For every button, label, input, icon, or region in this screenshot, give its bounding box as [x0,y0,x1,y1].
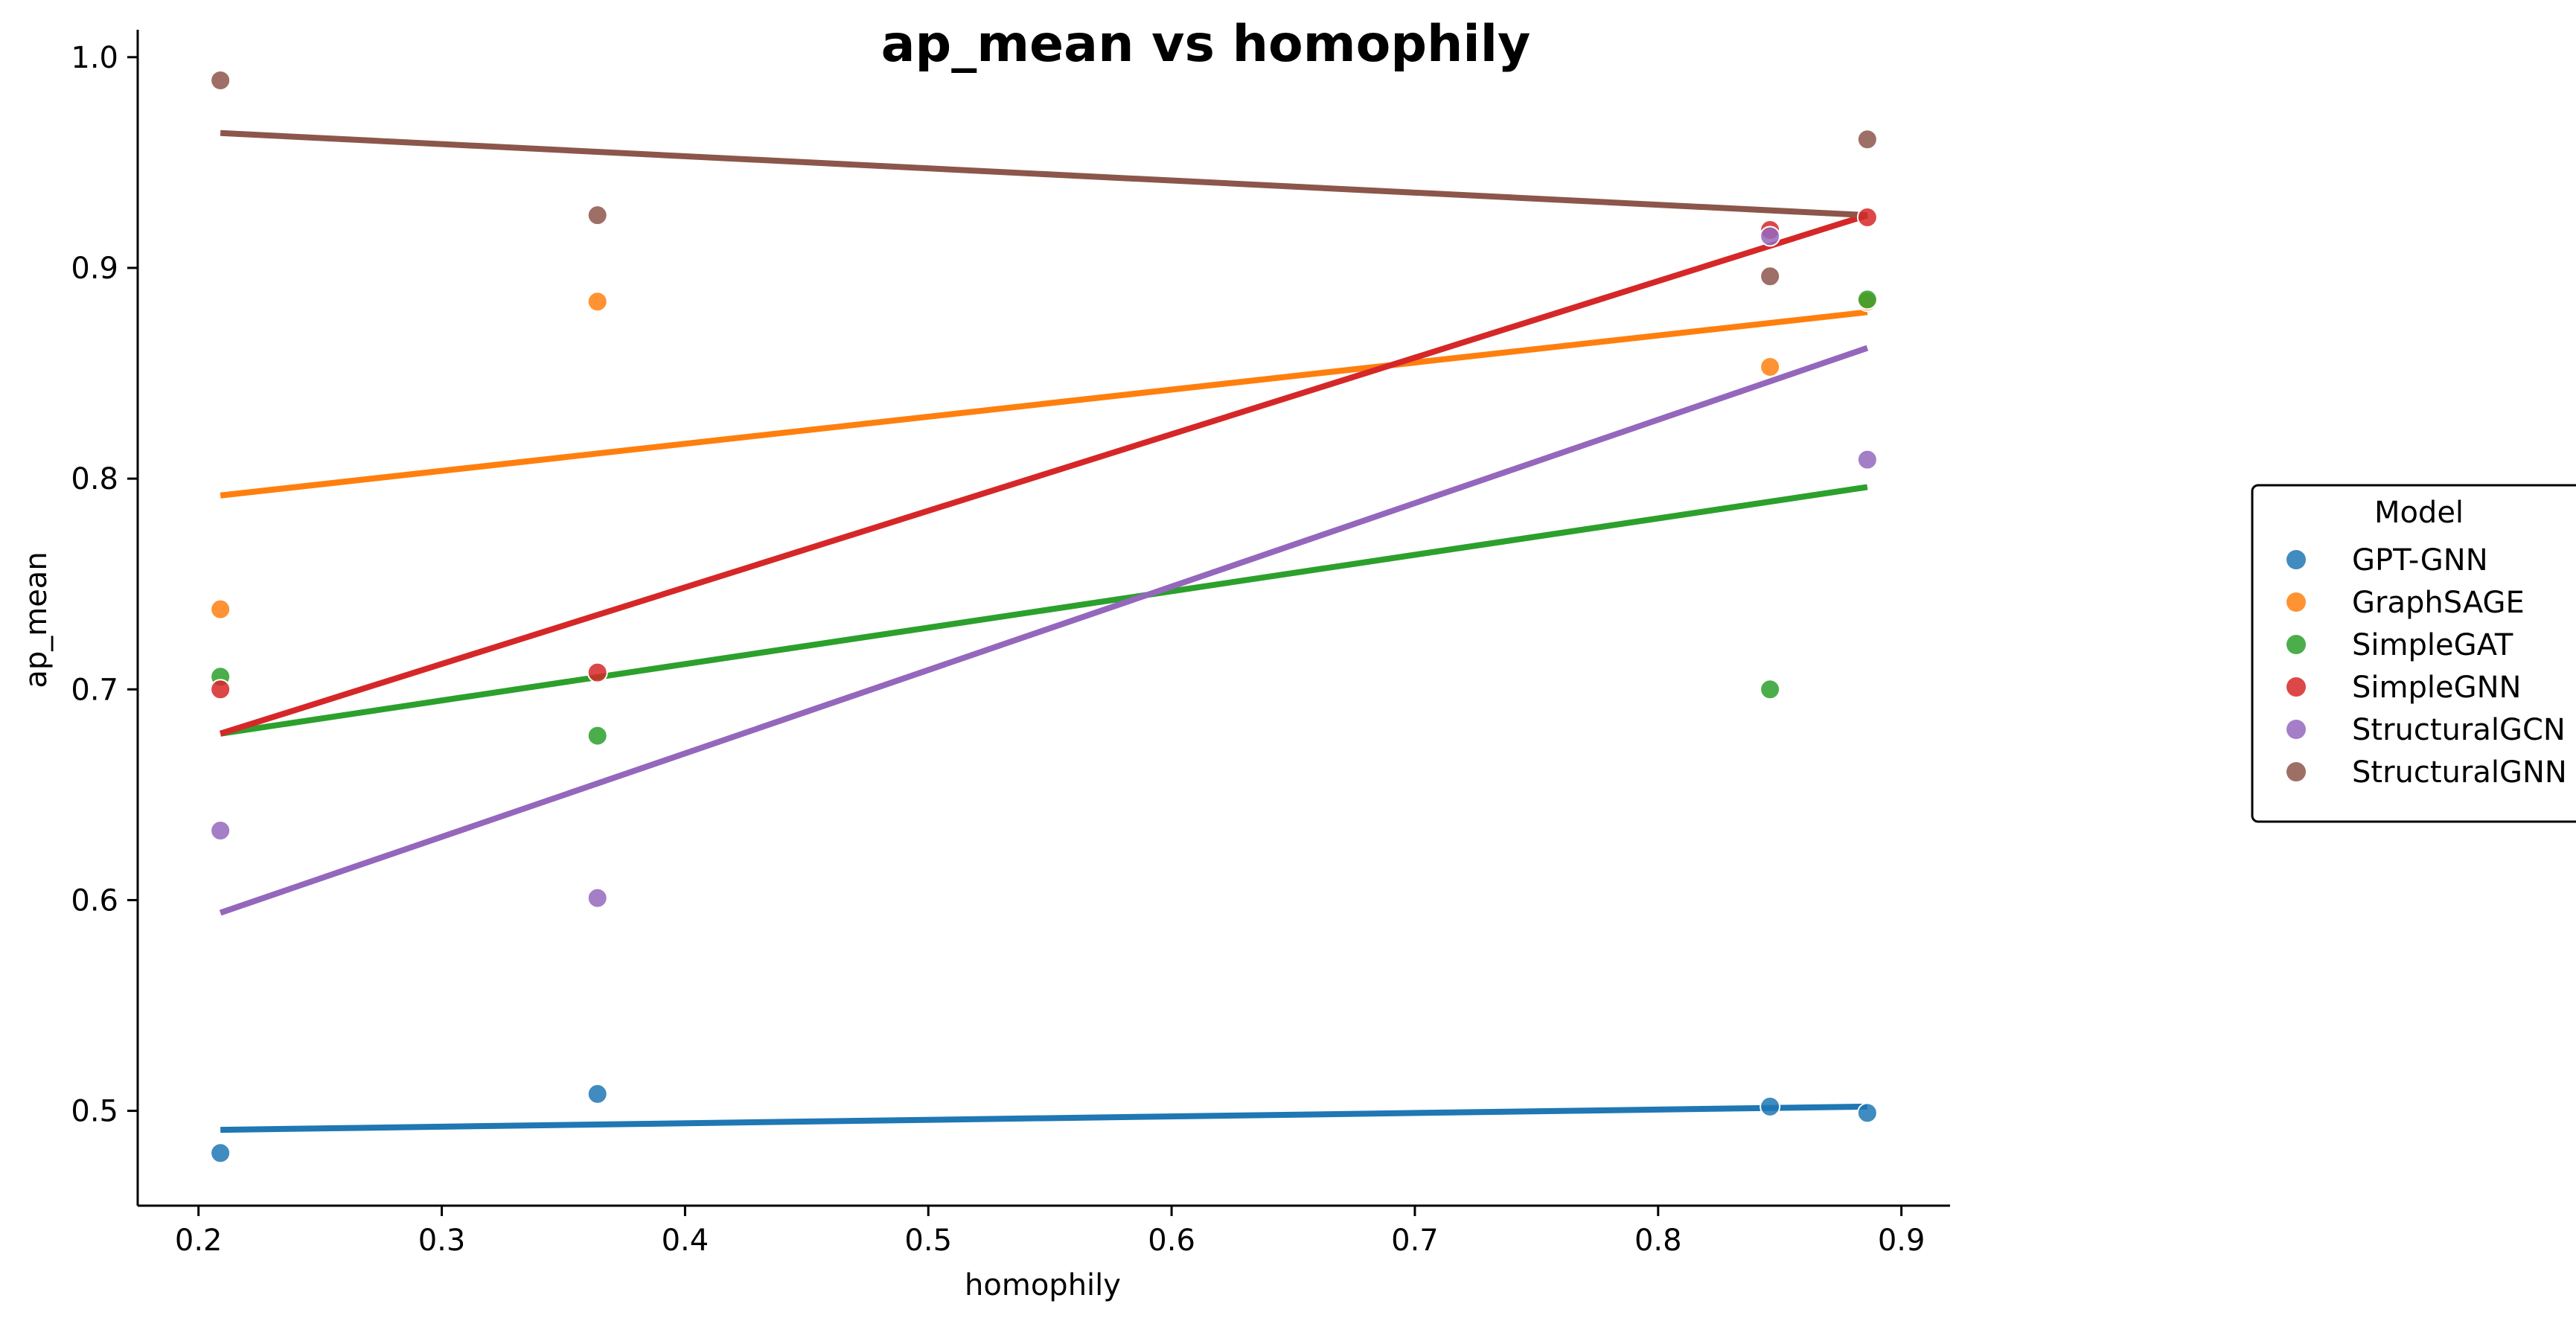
point-gpt-gnn [587,1083,608,1104]
y-tick-label: 0.6 [71,883,118,918]
legend-marker-simplegat [2286,635,2306,654]
legend-marker-gpt-gnn [2286,550,2306,569]
legend-marker-simplegnn [2286,677,2306,697]
x-tick-label: 0.4 [662,1224,709,1258]
y-tick-label: 1.0 [71,41,118,75]
point-graphsage [587,291,608,313]
point-structuralgcn [587,887,608,909]
axes: 0.2 0.3 0.4 0.5 0.6 0.7 0.8 0.9 0.5 0.6 0.7 0.8 0.9… [71,30,1950,1258]
legend-marker-graphsage [2286,592,2306,612]
legend-label-structuralgcn: StructuralGCN [2352,713,2566,747]
point-structuralgcn [1856,449,1878,470]
point-gpt-gnn [210,1142,231,1164]
fit-line-structuralgcn [219,345,1869,916]
legend-marker-structuralgnn [2286,762,2306,781]
legend-label-simplegat: SimpleGAT [2352,628,2513,662]
y-axis-label: ap_mean [19,551,54,688]
fit-lines [219,129,1869,1133]
legend-label-gpt-gnn: GPT-GNN [2352,543,2488,578]
legend-frame [2251,484,2576,823]
point-simplegnn [1856,207,1878,228]
fit-line-gpt-gnn [220,1103,1867,1133]
legend-items: GPT-GNN GraphSAGE SimpleGAT SimpleGNN Struct… [2286,543,2567,790]
point-structuralgnn [210,69,231,91]
data-points [210,69,1878,1164]
x-tick-label: 0.5 [904,1224,952,1258]
x-tick-label: 0.8 [1634,1224,1682,1258]
fit-line-simplegnn [219,212,1869,737]
x-tick-label: 0.9 [1878,1224,1925,1258]
point-structuralgnn [1856,129,1878,150]
point-structuralgnn [587,205,608,226]
point-structuralgcn [210,819,231,841]
point-graphsage [1760,356,1781,378]
y-tick-label: 0.5 [71,1095,118,1129]
y-tick-label: 0.7 [71,673,118,707]
legend: Model GPT-GNN GraphSAGE SimpleGAT SimpleGNN… [2251,484,2576,823]
point-simplegat [1856,289,1878,310]
legend-label-structuralgnn: StructuralGNN [2352,755,2567,790]
point-simplegat [587,725,608,746]
x-tick-label: 0.6 [1148,1224,1195,1258]
point-gpt-gnn [1856,1102,1878,1124]
x-ticks: 0.2 0.3 0.4 0.5 0.6 0.7 0.8 0.9 [175,1206,1925,1258]
x-tick-label: 0.2 [175,1224,223,1258]
point-simplegnn [210,679,231,700]
point-simplegat [1760,679,1781,700]
point-gpt-gnn [1760,1096,1781,1117]
y-tick-label: 0.9 [71,252,118,286]
legend-marker-structuralgcn [2286,720,2306,739]
point-structuralgcn [1760,226,1781,247]
point-structuralgnn [1760,266,1781,287]
y-tick-label: 0.8 [71,462,118,496]
x-axis-label: homophily [965,1268,1121,1302]
point-simplegnn [587,662,608,683]
legend-label-simplegnn: SimpleGNN [2352,671,2521,705]
y-ticks: 0.5 0.6 0.7 0.8 0.9 1.0 [71,41,138,1129]
x-tick-label: 0.3 [418,1224,466,1258]
fit-line-graphsage [220,309,1868,499]
fit-line-simplegat [220,484,1868,737]
legend-title: Model [2374,496,2464,530]
fit-line-structuralgnn [220,129,1868,219]
legend-label-graphsage: GraphSAGE [2352,586,2525,620]
x-tick-label: 0.7 [1391,1224,1439,1258]
point-graphsage [210,598,231,620]
chart-title: ap_mean vs homophily [881,15,1531,74]
